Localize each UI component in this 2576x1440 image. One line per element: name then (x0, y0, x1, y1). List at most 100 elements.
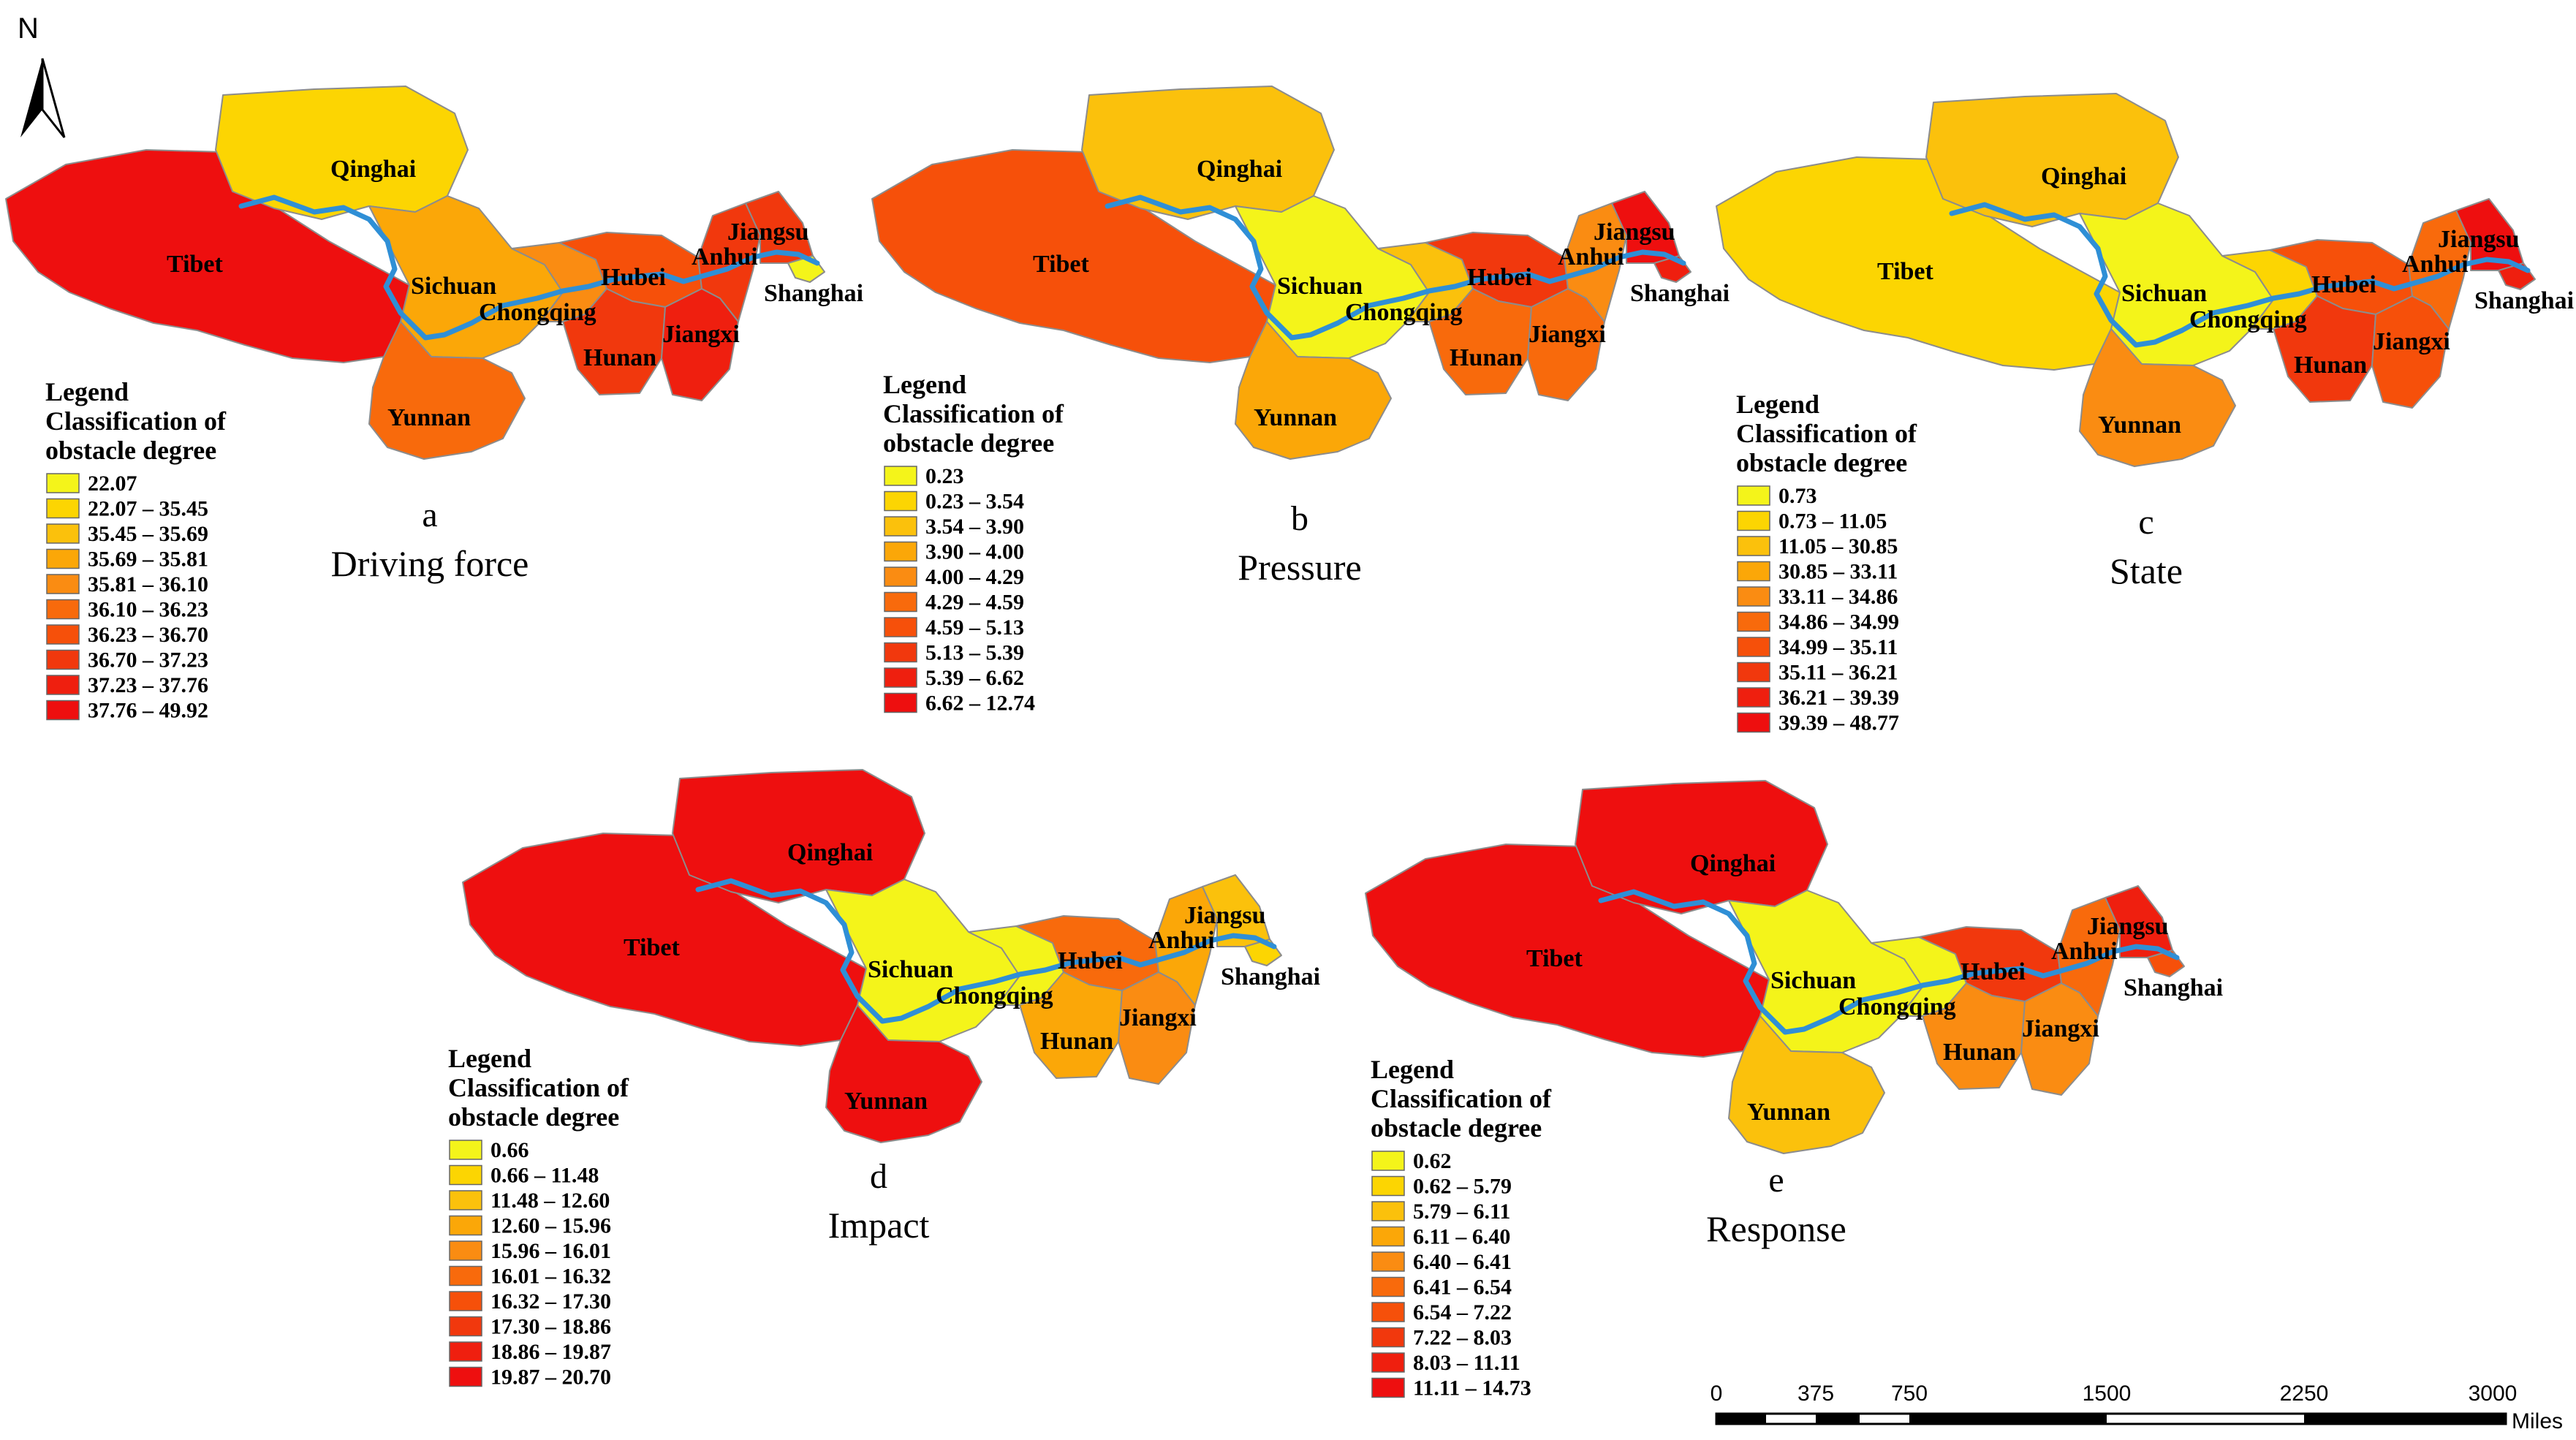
yangtze-river (1598, 889, 2180, 1035)
legend-class-label: 16.32 – 17.30 (490, 1289, 611, 1314)
legend-class-label: 6.41 – 6.54 (1413, 1276, 1512, 1300)
province-yunnan (368, 321, 526, 460)
panel-title: Response (1706, 1208, 1846, 1249)
province-label-hunan: Hunan (1450, 344, 1523, 371)
legend-swatch (1737, 637, 1770, 657)
province-label-tibet: Tibet (167, 251, 224, 278)
legend-swatch (449, 1291, 482, 1311)
panel-title: Impact (828, 1205, 930, 1246)
scale-unit-label: Miles (2512, 1409, 2563, 1433)
province-label-shanghai: Shanghai (2474, 287, 2574, 314)
legend-subtitle: obstacle degree (883, 428, 1054, 458)
province-anhui (1564, 202, 1627, 322)
legend-swatch (449, 1341, 482, 1362)
province-label-jiangxi: Jiangxi (2022, 1015, 2099, 1042)
legend-swatch (46, 574, 80, 594)
legend-swatch (1737, 510, 1770, 531)
legend-swatch (449, 1190, 482, 1210)
province-label-hubei: Hubei (1961, 958, 2026, 985)
scale-bar-segment (1816, 1414, 1860, 1424)
legend-swatch (1371, 1226, 1405, 1247)
north-arrow: N (18, 12, 66, 138)
province-label-chongqing: Chongqing (479, 299, 596, 326)
legend-class-label: 3.90 – 4.00 (925, 540, 1024, 564)
legend-swatch (1371, 1251, 1405, 1272)
province-label-yunnan: Yunnan (844, 1088, 928, 1115)
legend-swatch (46, 675, 80, 695)
scale-bar-segment (2304, 1414, 2506, 1424)
legend-class-label: 11.48 – 12.60 (490, 1189, 610, 1213)
legend-class-label: 16.01 – 16.32 (490, 1265, 611, 1289)
legend-class-label: 35.81 – 36.10 (88, 572, 208, 596)
legend-swatch (449, 1164, 482, 1186)
legend-swatch (884, 541, 917, 562)
province-label-sichuan: Sichuan (2121, 280, 2207, 307)
legend-subtitle: Classification of (883, 399, 1064, 428)
legend-swatch (46, 498, 80, 519)
legend-subtitle: obstacle degree (45, 436, 216, 465)
province-label-jiangxi: Jiangxi (1119, 1004, 1197, 1031)
legend-swatch (1737, 561, 1770, 582)
panel-letter: c (2138, 503, 2153, 542)
legend-class-label: 36.70 – 37.23 (88, 648, 208, 672)
province-label-jiangsu: Jiangsu (2087, 913, 2169, 940)
scale-tick-label: 750 (1891, 1382, 1928, 1406)
province-label-shanghai: Shanghai (1221, 963, 1320, 990)
province-qinghai (672, 769, 925, 903)
legend-swatch (1371, 1327, 1405, 1348)
legend-class-label: 4.29 – 4.59 (925, 591, 1024, 615)
legend-class-label: 12.60 – 15.96 (490, 1214, 611, 1238)
legend-class-label: 34.86 – 34.99 (1778, 610, 1899, 634)
province-anhui (697, 202, 761, 322)
panel-letter: a (422, 496, 437, 534)
province-label-anhui: Anhui (2051, 938, 2118, 965)
legend-class-label: 6.54 – 7.22 (1413, 1300, 1512, 1325)
province-yunnan (825, 1004, 982, 1143)
province-label-chongqing: Chongqing (1838, 993, 1956, 1020)
legend-swatch (46, 548, 80, 569)
legend-class-label: 15.96 – 16.01 (490, 1239, 611, 1263)
legend-swatch (1737, 712, 1770, 733)
legend-class-label: 11.11 – 14.73 (1413, 1376, 1531, 1401)
province-label-qinghai: Qinghai (787, 839, 873, 866)
province-label-jiangxi: Jiangxi (662, 321, 740, 348)
legend-swatch (46, 700, 80, 721)
panel-letter: d (870, 1157, 887, 1196)
province-anhui (2057, 897, 2121, 1017)
legend-swatch (1737, 536, 1770, 556)
province-label-shanghai: Shanghai (2124, 974, 2223, 1001)
legend-class-label: 6.40 – 6.41 (1413, 1250, 1512, 1274)
legend-class-label: 19.87 – 20.70 (490, 1365, 611, 1390)
province-label-sichuan: Sichuan (1770, 967, 1856, 994)
legend-class-label: 22.07 – 35.45 (88, 497, 208, 521)
legend-class-label: 36.21 – 39.39 (1778, 686, 1899, 710)
province-label-hunan: Hunan (1943, 1039, 2016, 1066)
yangtze-river (1105, 194, 1686, 341)
legend-class-label: 22.07 (88, 471, 137, 496)
legend-class-label: 30.85 – 33.11 (1778, 560, 1898, 584)
legend-class-label: 33.11 – 34.86 (1778, 585, 1898, 609)
panel-title: State (2110, 550, 2183, 591)
scale-bar-segment (1909, 1414, 2107, 1424)
legend-swatch (449, 1366, 482, 1387)
province-label-qinghai: Qinghai (1690, 850, 1776, 877)
legend-class-label: 37.23 – 37.76 (88, 673, 208, 697)
province-label-qinghai: Qinghai (2041, 163, 2126, 190)
legend-subtitle: Classification of (1736, 419, 1917, 448)
legend-swatch (1371, 1151, 1405, 1171)
province-label-jiangxi: Jiangxi (2373, 328, 2450, 355)
legend-class-label: 0.62 – 5.79 (1413, 1175, 1512, 1199)
legend-class-label: 11.05 – 30.85 (1778, 534, 1898, 558)
legend-class-label: 17.30 – 18.86 (490, 1315, 611, 1339)
province-label-shanghai: Shanghai (764, 280, 863, 307)
province-label-tibet: Tibet (624, 934, 681, 961)
province-label-hubei: Hubei (1058, 947, 1123, 974)
yangtze-river (695, 878, 1277, 1024)
